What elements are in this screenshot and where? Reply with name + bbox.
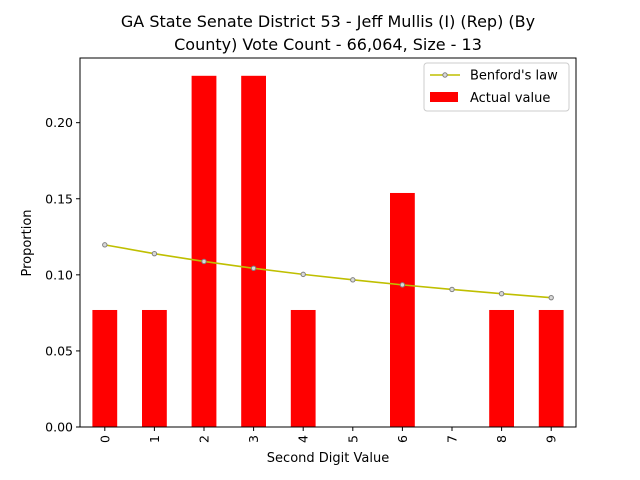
benford-point-8: [498, 291, 505, 297]
legend-box: [423, 62, 570, 112]
bar-digit-3: [241, 75, 266, 428]
bar-digit-2: [191, 75, 217, 428]
bar-digit-4: [290, 309, 316, 427]
bar-digit-1: [142, 309, 167, 427]
x-tick-label: 8: [494, 435, 509, 443]
y-axis: 0.00 0.05 0.10 0.15 0.20: [45, 115, 80, 435]
x-tick-label: 4: [296, 435, 311, 443]
y-axis-label: Proportion: [20, 209, 35, 276]
benford-point-6: [399, 282, 406, 288]
x-axis: 0 1 2 3 4 5 6 7 8 9: [97, 427, 559, 443]
bar-digit-6: [390, 192, 415, 427]
y-tick-label: 0.05: [45, 343, 73, 358]
benford-point-5: [350, 277, 356, 283]
y-tick-label: 0.10: [45, 267, 73, 282]
x-tick-label: 9: [544, 435, 559, 443]
legend-marker-swatch: [442, 72, 448, 78]
x-tick-label: 2: [197, 435, 212, 443]
y-tick-label: 0.20: [45, 115, 73, 130]
x-tick-label: 6: [395, 435, 410, 443]
bar-digit-9: [538, 309, 564, 427]
legend-label-actual: Actual value: [470, 91, 550, 106]
benford-point-2: [201, 258, 207, 265]
bar-series: [92, 75, 564, 428]
benford-point-3: [250, 265, 257, 271]
benford-point-4: [300, 271, 306, 278]
benford-point-1: [151, 250, 158, 257]
benford-point-7: [449, 286, 455, 293]
x-tick-label: 1: [147, 435, 162, 443]
legend-bar-swatch: [430, 92, 458, 102]
plot-frame: [79, 57, 577, 428]
chart-title-line-2: County) Vote Count - 66,064, Size - 13: [174, 35, 482, 54]
y-tick-label: 0.15: [45, 191, 73, 206]
legend: Benford's law Actual value: [423, 62, 570, 112]
bar-digit-0: [92, 309, 118, 427]
benford-point-9: [548, 294, 554, 301]
x-axis-label: Second Digit Value: [267, 451, 389, 466]
bar-digit-8: [489, 309, 514, 427]
benford-point-0: [102, 242, 108, 248]
benford-line-series: [102, 242, 554, 301]
x-tick-label: 5: [345, 435, 360, 443]
legend-label-benford: Benford's law: [470, 69, 558, 84]
y-tick-label: 0.00: [45, 420, 73, 435]
benford-line: [104, 244, 552, 299]
x-tick-label: 3: [246, 435, 261, 443]
x-tick-label: 0: [97, 435, 112, 443]
chart-title-line-1: GA State Senate District 53 - Jeff Mulli…: [121, 12, 535, 31]
x-tick-label: 7: [445, 435, 460, 443]
